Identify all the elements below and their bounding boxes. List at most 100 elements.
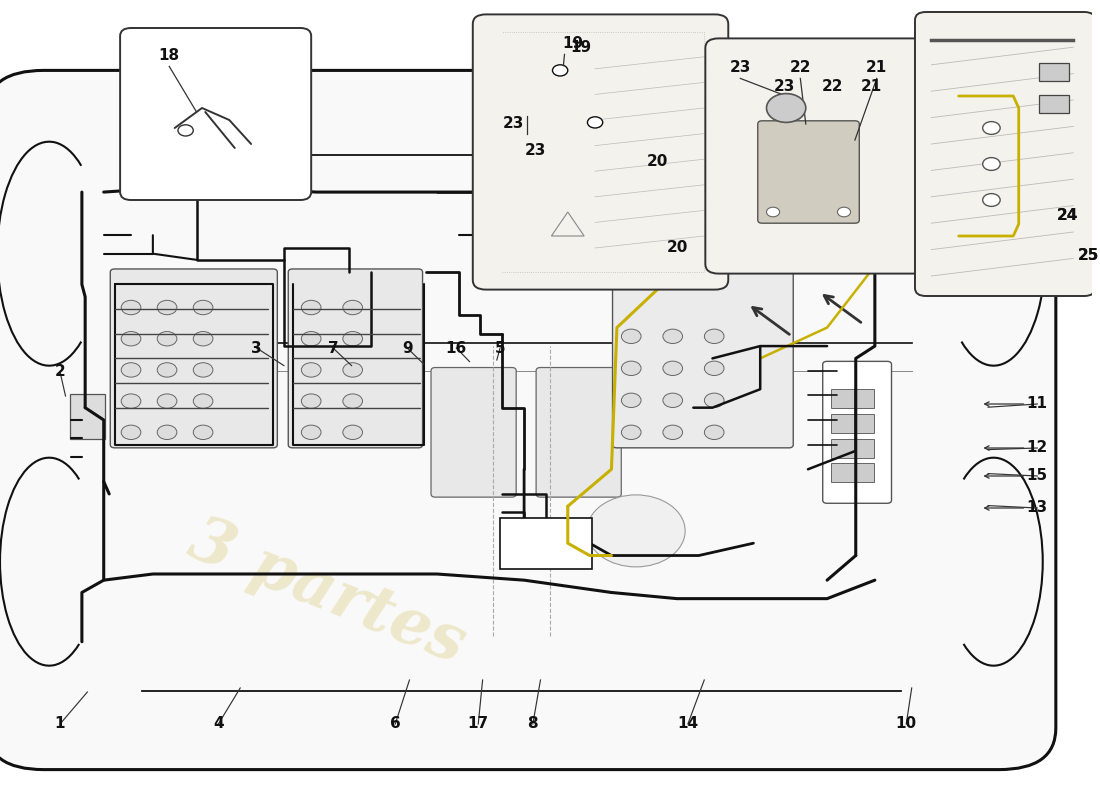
Circle shape (301, 425, 321, 439)
Text: 19: 19 (563, 37, 584, 51)
Circle shape (663, 425, 683, 439)
Text: 3 partes: 3 partes (180, 509, 475, 675)
Circle shape (301, 300, 321, 314)
Text: 2: 2 (55, 365, 65, 379)
Circle shape (343, 362, 363, 377)
FancyBboxPatch shape (830, 390, 874, 409)
Circle shape (767, 207, 780, 217)
Text: 22: 22 (822, 79, 843, 94)
Polygon shape (724, 52, 915, 260)
Circle shape (301, 394, 321, 408)
Text: 1: 1 (55, 717, 65, 731)
Circle shape (121, 331, 141, 346)
Text: 24: 24 (1057, 209, 1078, 223)
Text: 23: 23 (729, 61, 751, 75)
Text: 25: 25 (1078, 249, 1099, 263)
Circle shape (982, 122, 1000, 134)
FancyBboxPatch shape (830, 438, 874, 458)
Circle shape (194, 331, 213, 346)
Circle shape (663, 393, 683, 407)
Circle shape (663, 329, 683, 343)
Circle shape (982, 158, 1000, 170)
Circle shape (704, 361, 724, 375)
Text: 23: 23 (525, 143, 546, 158)
Circle shape (587, 117, 603, 128)
Circle shape (157, 394, 177, 408)
FancyBboxPatch shape (1040, 95, 1069, 113)
FancyBboxPatch shape (120, 28, 311, 200)
FancyBboxPatch shape (473, 14, 728, 290)
Text: 9: 9 (402, 341, 412, 355)
Circle shape (587, 495, 685, 567)
Circle shape (157, 300, 177, 314)
FancyBboxPatch shape (288, 269, 422, 448)
Text: 13: 13 (1026, 501, 1048, 515)
Text: 3: 3 (251, 341, 262, 355)
Circle shape (301, 362, 321, 377)
Text: 15: 15 (1026, 469, 1048, 483)
FancyBboxPatch shape (110, 269, 277, 448)
Circle shape (704, 329, 724, 343)
Text: 23: 23 (773, 79, 794, 94)
Polygon shape (595, 32, 704, 248)
Circle shape (767, 94, 806, 122)
Circle shape (343, 331, 363, 346)
Text: 22: 22 (790, 61, 811, 75)
Text: 11: 11 (1026, 397, 1048, 411)
FancyBboxPatch shape (830, 414, 874, 433)
Text: 23: 23 (503, 117, 524, 131)
Text: 10: 10 (895, 717, 916, 731)
Circle shape (343, 425, 363, 439)
Circle shape (982, 194, 1000, 206)
Circle shape (157, 425, 177, 439)
FancyBboxPatch shape (915, 12, 1096, 296)
Circle shape (121, 425, 141, 439)
Text: 12: 12 (1026, 441, 1048, 455)
Text: 4: 4 (213, 717, 223, 731)
Circle shape (343, 394, 363, 408)
Text: 18: 18 (158, 49, 179, 63)
FancyBboxPatch shape (0, 70, 1056, 770)
Text: 8: 8 (528, 717, 538, 731)
FancyBboxPatch shape (536, 367, 621, 497)
Text: 25: 25 (1078, 249, 1099, 263)
Circle shape (704, 425, 724, 439)
Text: 21: 21 (866, 61, 888, 75)
Text: 16: 16 (446, 341, 468, 355)
FancyBboxPatch shape (823, 362, 891, 503)
FancyBboxPatch shape (70, 394, 104, 439)
Text: 19: 19 (570, 41, 592, 55)
Circle shape (194, 362, 213, 377)
Circle shape (621, 361, 641, 375)
FancyBboxPatch shape (613, 269, 793, 448)
Circle shape (301, 331, 321, 346)
Circle shape (121, 394, 141, 408)
Text: 21: 21 (860, 79, 882, 94)
Text: 20: 20 (647, 154, 668, 169)
Circle shape (157, 362, 177, 377)
FancyBboxPatch shape (758, 121, 859, 223)
FancyBboxPatch shape (431, 367, 516, 497)
Circle shape (194, 425, 213, 439)
Circle shape (121, 362, 141, 377)
Circle shape (194, 394, 213, 408)
Text: 24: 24 (1057, 209, 1078, 223)
FancyBboxPatch shape (705, 38, 934, 274)
Polygon shape (492, 32, 573, 272)
Circle shape (621, 329, 641, 343)
Circle shape (343, 300, 363, 314)
Circle shape (663, 361, 683, 375)
Text: 6: 6 (389, 717, 400, 731)
Circle shape (121, 300, 141, 314)
Text: 17: 17 (468, 717, 488, 731)
Circle shape (704, 393, 724, 407)
FancyBboxPatch shape (1040, 63, 1069, 81)
Circle shape (157, 331, 177, 346)
Circle shape (621, 393, 641, 407)
Circle shape (621, 425, 641, 439)
Circle shape (837, 207, 850, 217)
Text: 5: 5 (495, 341, 505, 355)
Circle shape (178, 125, 194, 136)
FancyBboxPatch shape (830, 463, 874, 482)
Text: 7: 7 (328, 341, 339, 355)
